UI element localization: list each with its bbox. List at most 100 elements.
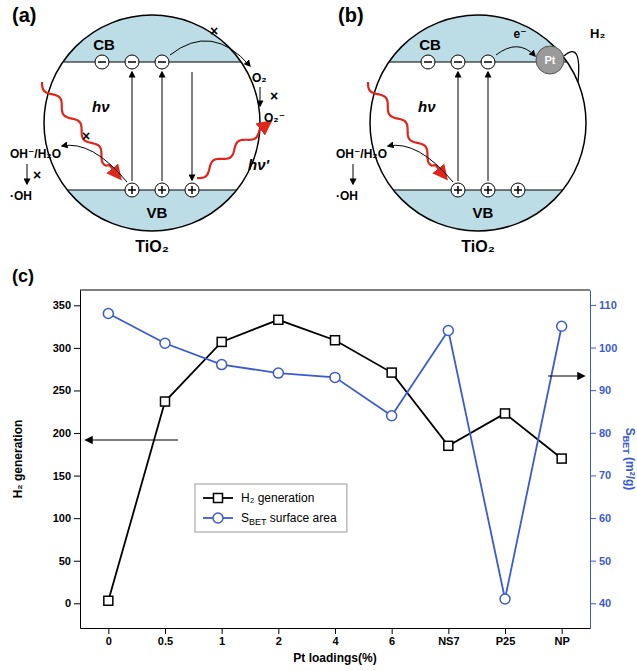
data-point: [443, 325, 453, 335]
axis-pointer: [548, 375, 584, 376]
cocatalyst: [536, 46, 564, 74]
data-point: [387, 368, 396, 377]
blocked-mark: ×: [210, 23, 218, 39]
donor-label: OH⁻/H₂O: [10, 147, 61, 161]
light-label: hν: [92, 98, 110, 115]
excitation-arrow: [458, 72, 459, 181]
tick: P25: [496, 628, 516, 647]
tick-label: 2: [276, 635, 282, 647]
diagram-panel: CBVBTiO₂hνOH⁻/H₂O·OHe⁻PtH₂: [336, 15, 605, 255]
data-point: [273, 368, 283, 378]
data-point: [274, 315, 283, 324]
excitation-arrow: [132, 72, 133, 181]
oxidation-arrow: [62, 145, 127, 182]
tick-label: NS7: [438, 635, 459, 647]
valence-band: [44, 190, 260, 231]
tick: 0: [106, 628, 112, 647]
data-point: [500, 594, 510, 604]
y-axis: 050100150200250300350: [53, 291, 81, 629]
blocked-mark: ×: [270, 88, 278, 104]
chart-title: (c): [12, 266, 34, 286]
panel-label: (b): [338, 4, 364, 26]
data-point: [161, 397, 170, 406]
cb-edge: [44, 61, 260, 62]
tick: 50: [590, 555, 611, 567]
tick-mark: [278, 628, 279, 634]
tick-label: 6: [389, 635, 395, 647]
tick-label: 0.5: [158, 635, 173, 647]
data-point: [387, 411, 397, 421]
tick-label: 0: [106, 635, 112, 647]
band-label: VB: [147, 204, 168, 221]
product-label: ·OH: [10, 189, 32, 203]
electron: [421, 55, 435, 69]
particle-outline: [44, 15, 260, 231]
tick-label: 1: [219, 635, 225, 647]
tick: 0: [65, 597, 80, 609]
data-point: [501, 409, 510, 418]
electron: [451, 55, 465, 69]
reduction-arrow: [170, 41, 250, 66]
figure: CBVBTiO₂hνOH⁻/H₂O·OH××hν'×O₂×O₂⁻(a)CBVBT…: [0, 0, 637, 671]
valence-band: [370, 190, 586, 231]
tick: 300: [53, 342, 80, 354]
tick-mark: [335, 628, 336, 634]
vb-edge: [44, 189, 260, 190]
tick: 200: [53, 427, 80, 439]
recombination-arrow: [192, 72, 193, 180]
tick-label: 4: [332, 635, 339, 647]
tick: 150: [53, 470, 80, 482]
electron: [155, 55, 169, 69]
tick-mark: [590, 518, 596, 519]
tick-mark: [505, 628, 506, 634]
hole: [511, 183, 525, 197]
material-label: TiO₂: [461, 238, 494, 255]
tick: 50: [59, 555, 80, 567]
legend-frame: [195, 484, 347, 532]
diagram-panel: CBVBTiO₂hνOH⁻/H₂O·OH××hν'×O₂×O₂⁻: [10, 15, 285, 255]
tick: 4: [332, 628, 339, 647]
conduction-band: [44, 15, 260, 62]
y2-axis-title: SBET (m²/g): [621, 428, 637, 491]
y-axis-title: H₂ generation: [11, 420, 25, 499]
tick-mark: [74, 433, 80, 434]
hole: [185, 183, 199, 197]
product-arrow: [27, 164, 28, 184]
tick-label: 60: [599, 512, 611, 524]
tick-mark: [590, 561, 596, 562]
hole: [125, 183, 139, 197]
tick-label: 110: [599, 299, 617, 311]
frame: [80, 290, 590, 291]
tick: 60: [590, 512, 611, 524]
tick: 0.5: [158, 628, 173, 647]
legend-item: SBET surface area: [203, 511, 337, 527]
tick: 350: [53, 299, 80, 311]
x-axis-title: Pt loadings(%): [293, 651, 376, 665]
electron: [95, 55, 109, 69]
hole: [481, 183, 495, 197]
hole: [451, 183, 465, 197]
h2-evolution: [564, 52, 579, 82]
tick-mark: [448, 628, 449, 634]
blocked-mark: ×: [33, 167, 41, 183]
tick-label: 40: [599, 597, 611, 609]
plot-area: [103, 308, 566, 605]
data-point: [331, 336, 340, 345]
series-line: [108, 320, 561, 601]
tick-label: 50: [599, 555, 611, 567]
light-in: [368, 82, 446, 178]
oxidation-arrow: [388, 145, 453, 182]
data-point: [330, 372, 340, 382]
tick-label: P25: [496, 635, 516, 647]
data-point: [103, 308, 113, 318]
tick-mark: [165, 628, 166, 634]
light-label: hν: [418, 98, 436, 115]
tick: NS7: [438, 628, 459, 647]
tick: 100: [53, 512, 80, 524]
legend: H₂ generationSBET surface area: [195, 484, 347, 532]
tick-mark: [74, 518, 80, 519]
material-label: TiO₂: [135, 238, 168, 255]
data-point: [160, 338, 170, 348]
acceptor-label: O₂: [252, 71, 267, 85]
hole: [155, 183, 169, 197]
